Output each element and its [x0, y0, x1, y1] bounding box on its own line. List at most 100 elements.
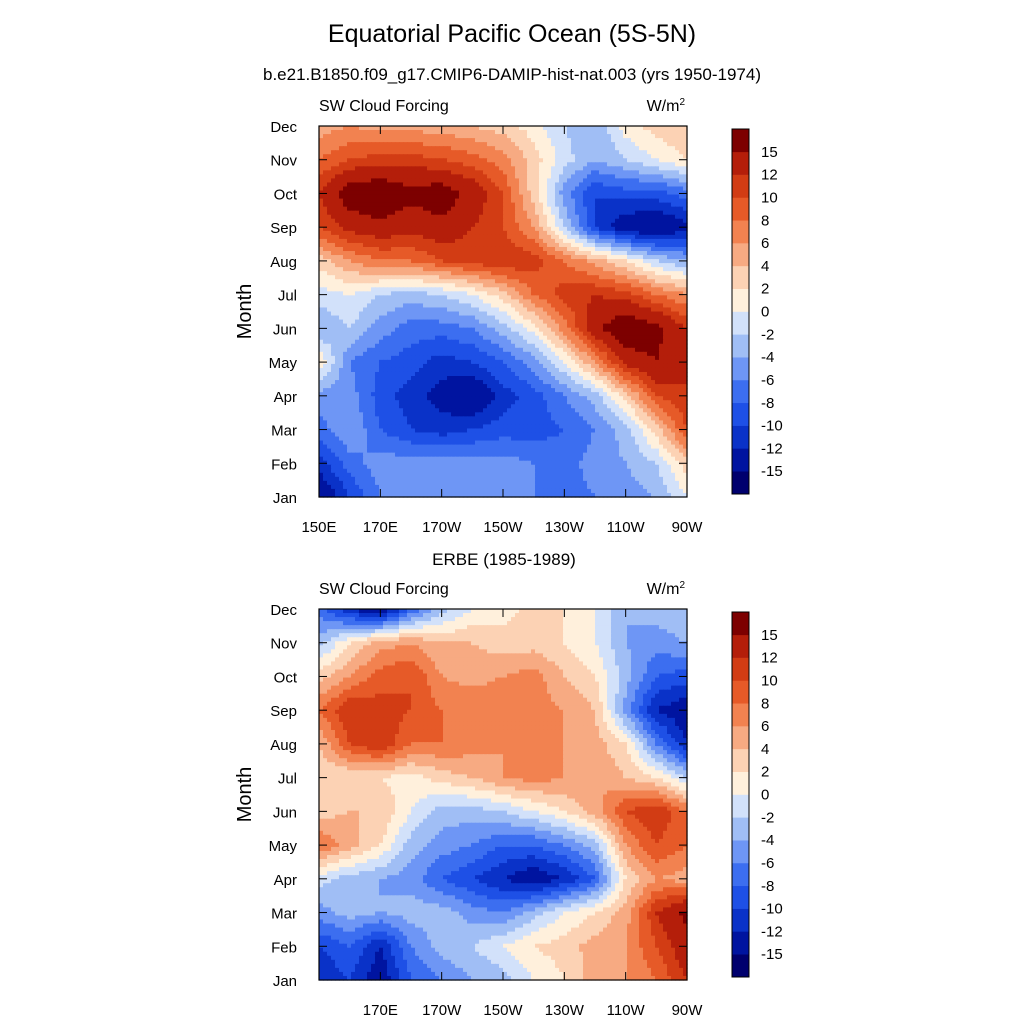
contour-cell [627, 214, 632, 220]
contour-cell [343, 343, 348, 349]
contour-cell [323, 283, 328, 288]
contour-cell [347, 174, 352, 180]
contour-cell [515, 210, 520, 216]
contour-cell [387, 186, 392, 192]
contour-cell [579, 138, 584, 143]
contour-cell [431, 178, 436, 184]
contour-cell [391, 327, 396, 333]
contour-cell [371, 182, 376, 188]
contour-cell [487, 295, 492, 300]
contour-cell [439, 218, 444, 224]
contour-cell [619, 323, 624, 329]
contour-cell [619, 206, 624, 212]
contour-cell [319, 150, 324, 155]
contour-cell [483, 218, 488, 224]
contour-cell [379, 186, 384, 192]
contour-cell [563, 255, 568, 260]
contour-cell [607, 206, 612, 212]
contour-cell [547, 267, 552, 272]
contour-cell [431, 190, 436, 196]
contour-cell [483, 138, 488, 143]
contour-cell [343, 311, 348, 317]
contour-cell [407, 126, 412, 131]
contour-cell [551, 154, 556, 159]
contour-cell [463, 291, 468, 296]
contour-cell [439, 263, 444, 268]
contour-cell [623, 142, 628, 147]
contour-cell [347, 238, 352, 244]
contour-cell [615, 283, 620, 288]
contour-cell [503, 315, 508, 321]
contour-cell [443, 126, 448, 131]
contour-cell [403, 242, 408, 248]
contour-cell [319, 271, 324, 276]
contour-cell [499, 311, 504, 317]
contour-cell [371, 242, 376, 248]
contour-cell [611, 327, 616, 333]
contour-cell [515, 259, 520, 264]
contour-cell [411, 271, 416, 276]
contour-cell [659, 251, 664, 256]
contour-cell [419, 303, 424, 309]
contour-cell [611, 218, 616, 224]
contour-cell [683, 327, 688, 333]
contour-cell [495, 275, 500, 280]
contour-cell [379, 194, 384, 200]
contour-cell [395, 295, 400, 300]
contour-cell [647, 323, 652, 329]
contour-cell [663, 170, 668, 175]
contour-cell [359, 126, 364, 131]
contour-cell [615, 202, 620, 208]
contour-cell [391, 126, 396, 131]
contour-cell [323, 230, 328, 236]
contour-cell [379, 311, 384, 317]
contour-cell [547, 303, 552, 309]
contour-cell [583, 335, 588, 341]
contour-cell [467, 327, 472, 333]
contour-cell [447, 319, 452, 325]
contour-cell [667, 134, 672, 139]
contour-cell [487, 315, 492, 321]
contour-cell [491, 307, 496, 313]
contour-cell [403, 218, 408, 224]
contour-cell [415, 210, 420, 216]
contour-cell [319, 146, 324, 151]
contour-cell [643, 170, 648, 175]
contour-cell [419, 138, 424, 143]
contour-cell [563, 307, 568, 313]
contour-cell [671, 178, 676, 184]
contour-cell [407, 138, 412, 143]
contour-cell [515, 327, 520, 333]
contour-cell [515, 255, 520, 260]
contour-cell [335, 158, 340, 163]
contour-cell [411, 287, 416, 292]
contour-cell [579, 186, 584, 192]
contour-cell [547, 327, 552, 333]
contour-cell [519, 238, 524, 244]
contour-cell [487, 158, 492, 163]
contour-cell [607, 335, 612, 341]
contour-cell [479, 210, 484, 216]
contour-cell [343, 150, 348, 155]
contour-cell [415, 198, 420, 204]
contour-cell [619, 311, 624, 317]
contour-cell [591, 166, 596, 171]
contour-cell [339, 222, 344, 228]
contour-cell [431, 186, 436, 192]
contour-cell [427, 287, 432, 292]
contour-cell [515, 295, 520, 300]
contour-cell [627, 130, 632, 135]
contour-cell [423, 158, 428, 163]
contour-cell [547, 210, 552, 216]
contour-cell [547, 230, 552, 236]
contour-cell [427, 186, 432, 192]
contour-cell [471, 170, 476, 175]
contour-cell [527, 246, 532, 252]
contour-cell [363, 210, 368, 216]
contour-cell [495, 299, 500, 305]
contour-cell [395, 267, 400, 272]
contour-cell [575, 230, 580, 236]
contour-cell [579, 178, 584, 184]
contour-cell [443, 295, 448, 300]
contour-cell [407, 134, 412, 139]
